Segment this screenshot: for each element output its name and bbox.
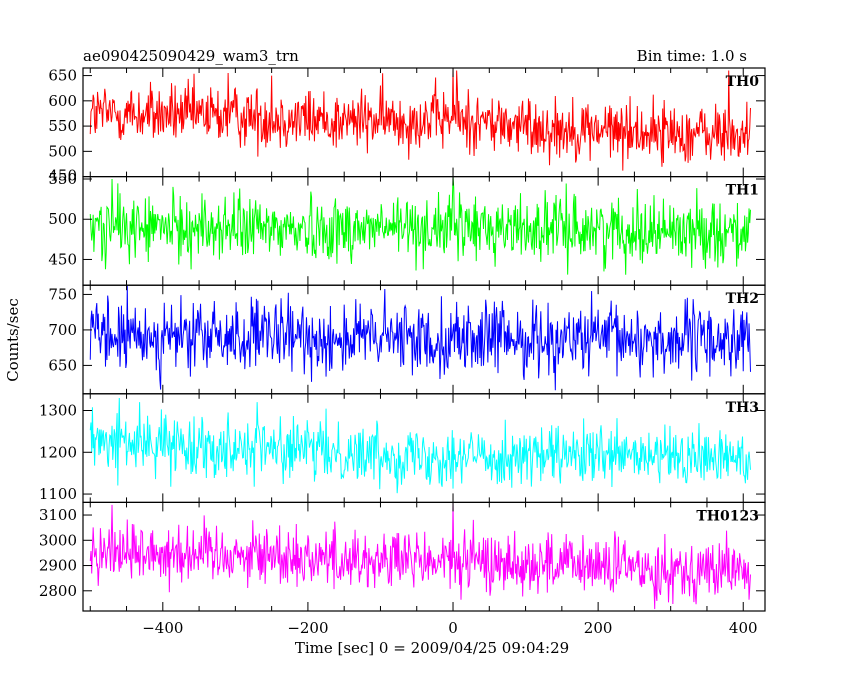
series-th0123 — [89, 502, 751, 610]
y-tick-label: 3000 — [39, 531, 77, 549]
panel-label: TH0123 — [696, 508, 759, 524]
series-th1 — [89, 176, 751, 275]
y-tick-label: 1200 — [39, 443, 77, 461]
y-tick-label: 450 — [48, 250, 77, 268]
y-tick-label: 500 — [48, 142, 77, 160]
y-tick-label: 450 — [48, 167, 77, 185]
x-tick-label: −200 — [287, 619, 328, 637]
panel-th1: 450 500 550 TH1 — [48, 170, 766, 286]
y-tick-label: 750 — [48, 285, 77, 303]
series-th2 — [89, 285, 751, 391]
panel-th0123: 2800 2900 3000 3100 TH0123 — [39, 501, 766, 612]
series-th0 — [89, 68, 751, 171]
y-tick-label: 550 — [48, 117, 77, 135]
panel-label: TH0 — [726, 74, 760, 90]
y-tick-label: 2900 — [39, 557, 77, 575]
chart-title: ae090425090429_wam3_trn — [83, 47, 299, 65]
y-tick-label: 550 — [48, 170, 77, 188]
panel-frame — [82, 501, 766, 612]
panels-group: 500 550 600 650 450 TH0 450 500 550 TH1 650 700 750 T… — [39, 67, 766, 637]
y-tick-label: 650 — [48, 67, 77, 85]
x-tick-label: 200 — [584, 619, 613, 637]
panel-th0: 500 550 600 650 450 TH0 — [48, 67, 766, 185]
x-tick-label: 0 — [448, 619, 458, 637]
y-tick-label: 3100 — [39, 506, 77, 524]
panel-th3: 1100 1200 1300 TH3 — [39, 393, 766, 503]
panel-label: TH1 — [726, 183, 759, 199]
series-th3 — [89, 397, 751, 494]
panel-label: TH3 — [726, 400, 759, 416]
y-tick-label: 650 — [48, 356, 77, 374]
y-axis-label: Counts/sec — [4, 298, 22, 382]
y-tick-label: 600 — [48, 92, 77, 110]
y-tick-label: 700 — [48, 321, 77, 339]
y-tick-label: 1300 — [39, 402, 77, 420]
y-tick-label: 1100 — [39, 485, 77, 503]
x-tick-label: 400 — [729, 619, 758, 637]
panel-label: TH2 — [726, 291, 759, 307]
x-tick-label: −400 — [142, 619, 183, 637]
y-tick-label: 2800 — [39, 582, 77, 600]
x-axis-label: Time [sec] 0 = 2009/04/25 09:04:29 — [295, 639, 569, 657]
bin-time-label: Bin time: 1.0 s — [637, 47, 747, 65]
y-tick-label: 500 — [48, 210, 77, 228]
panel-th2: 650 700 750 TH2 — [48, 284, 766, 395]
